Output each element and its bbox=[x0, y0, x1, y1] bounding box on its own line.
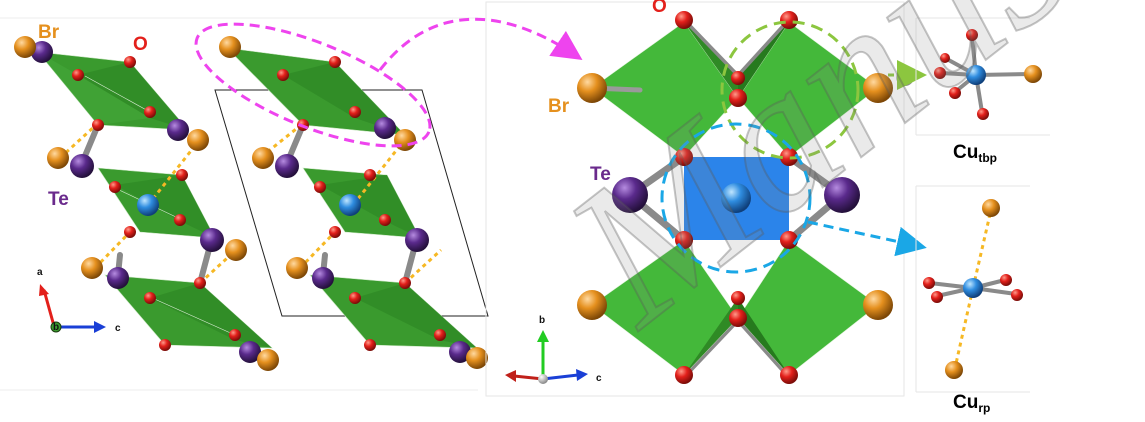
label-te-center: Te bbox=[590, 164, 611, 185]
left-atoms-col1 bbox=[14, 36, 279, 371]
label-br-center: Br bbox=[548, 96, 570, 117]
label-cu-rp-main: Cu bbox=[953, 392, 978, 413]
label-cu-rp: Curp bbox=[953, 392, 990, 415]
label-br-left: Br bbox=[38, 22, 60, 43]
center-atoms bbox=[577, 11, 914, 384]
left-panel-structure: Br O Te a c b bbox=[0, 17, 583, 391]
left-atoms-col2 bbox=[219, 36, 488, 369]
label-o-center: O bbox=[652, 0, 667, 17]
left-axes: a c b bbox=[37, 267, 121, 334]
axis-c-center: c bbox=[596, 373, 602, 384]
cyan-highlight-circle bbox=[660, 122, 812, 274]
green-highlight-circle bbox=[720, 20, 860, 160]
label-cu-tbp-sub: tbp bbox=[978, 151, 997, 165]
axis-c-left: c bbox=[115, 323, 121, 334]
cu-rp-panel: Curp bbox=[915, 185, 1030, 415]
center-axes: b c bbox=[505, 315, 602, 384]
label-cu-tbp-main: Cu bbox=[953, 142, 978, 163]
label-te-left: Te bbox=[48, 189, 69, 210]
center-panel-structure: O Br Te b c bbox=[485, 0, 927, 397]
axis-a-left: a bbox=[37, 267, 43, 278]
axis-b-left: b bbox=[53, 322, 59, 333]
cu-tbp-panel: Cutbp bbox=[915, 17, 1050, 165]
cyan-arrow bbox=[807, 220, 927, 257]
axis-b-center: b bbox=[539, 315, 545, 326]
magenta-arrow bbox=[378, 17, 583, 71]
magenta-highlight-ellipse bbox=[194, 22, 432, 148]
label-o-left: O bbox=[133, 34, 148, 55]
label-cu-tbp: Cutbp bbox=[953, 142, 997, 165]
label-cu-rp-sub: rp bbox=[978, 401, 990, 415]
